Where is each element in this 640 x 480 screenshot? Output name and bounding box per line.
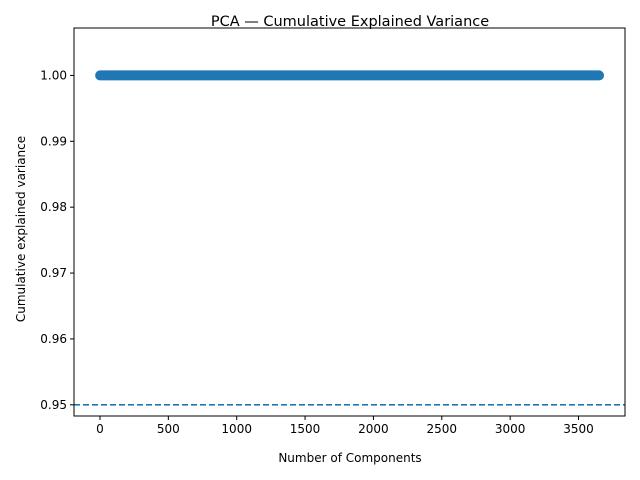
data-point	[595, 71, 604, 80]
y-tick-label: 0.95	[40, 398, 67, 412]
x-tick-label: 0	[96, 422, 104, 436]
x-tick-label: 3000	[495, 422, 526, 436]
x-axis-label: Number of Components	[278, 451, 421, 465]
x-axis: 0 500 1000 1500 2000 2500 3000 3500	[96, 416, 594, 436]
y-axis-label: Cumulative explained variance	[14, 136, 28, 322]
x-tick-label: 1500	[290, 422, 321, 436]
x-tick-label: 2500	[427, 422, 458, 436]
y-tick-label: 0.99	[40, 134, 67, 148]
y-axis: 0.95 0.96 0.97 0.98 0.99 1.00	[40, 68, 74, 412]
y-tick-label: 0.98	[40, 200, 67, 214]
y-tick-label: 0.97	[40, 266, 67, 280]
x-tick-label: 1000	[221, 422, 252, 436]
chart-title: PCA — Cumulative Explained Variance	[211, 14, 489, 30]
x-tick-label: 3500	[563, 422, 594, 436]
plot-area	[74, 70, 625, 406]
y-tick-label: 0.96	[40, 332, 67, 346]
y-tick-label: 1.00	[40, 68, 67, 82]
x-tick-label: 500	[157, 422, 180, 436]
plot-frame	[73, 27, 626, 417]
x-tick-label: 2000	[358, 422, 389, 436]
